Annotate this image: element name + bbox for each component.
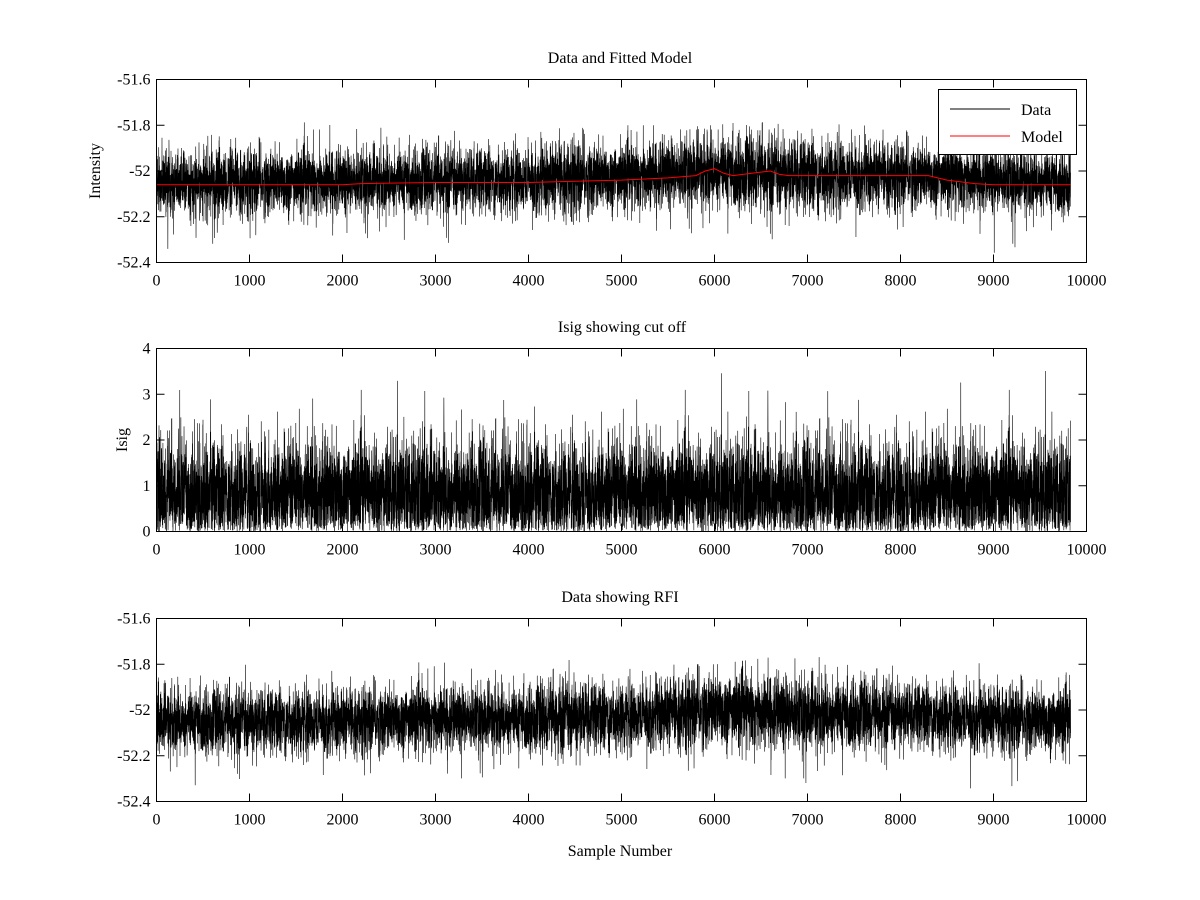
series-line: [156, 370, 1071, 532]
x-tick-label: 0: [153, 812, 161, 829]
chart-title: Isig showing cut off: [558, 319, 687, 336]
y-tick-label: -51.6: [117, 72, 150, 89]
x-tick-label: 8000: [885, 812, 917, 829]
x-tick-label: 4000: [513, 542, 545, 559]
x-tick-label: 2000: [327, 542, 359, 559]
chart-panel-data-and-model: Data and Fitted Model Intensity 0 1000 200…: [87, 50, 1107, 290]
y-tick-label: 4: [143, 341, 151, 358]
x-tick-label: 4000: [513, 273, 545, 290]
ticks: 0 1000 2000 3000 4000 5000 6000 7000 8000 9000 100…: [143, 341, 1107, 559]
x-tick-label: 9000: [978, 273, 1010, 290]
legend-label-model: Model: [1021, 129, 1063, 146]
series-line-data: [156, 118, 1071, 253]
x-tick-label: 5000: [606, 273, 638, 290]
x-tick-label: 7000: [792, 812, 824, 829]
y-tick-label: -52.2: [117, 748, 150, 765]
x-tick-label: 2000: [327, 273, 359, 290]
y-tick-label: 1: [143, 478, 151, 495]
legend-box: [938, 89, 1077, 155]
x-tick-label: 6000: [699, 273, 731, 290]
x-tick-label: 4000: [513, 812, 545, 829]
ticks: 0 1000 2000 3000 4000 5000 6000 7000 8000 9000 100…: [117, 611, 1106, 829]
ticks: 0 1000 2000 3000 4000 5000 6000 7000 8000 9000 100…: [117, 72, 1106, 290]
y-tick-label: -52: [129, 702, 150, 719]
y-tick-label: -51.8: [117, 656, 150, 673]
x-tick-label: 10000: [1067, 542, 1107, 559]
y-tick-label: 2: [143, 432, 151, 449]
y-axis-label: Isig: [114, 428, 131, 452]
x-tick-label: 6000: [699, 542, 731, 559]
x-tick-label: 0: [153, 542, 161, 559]
chart-title: Data showing RFI: [561, 589, 678, 606]
x-tick-label: 9000: [978, 812, 1010, 829]
x-tick-label: 5000: [606, 812, 638, 829]
x-tick-label: 3000: [420, 812, 452, 829]
series-line: [156, 657, 1071, 789]
x-tick-label: 10000: [1067, 273, 1107, 290]
chart-panel-rfi: Data showing RFI Sample Number 0 1000 2000…: [117, 589, 1106, 860]
x-tick-label: 7000: [792, 542, 824, 559]
y-tick-label: -52: [129, 163, 150, 180]
x-tick-label: 8000: [885, 542, 917, 559]
chart-panel-isig: Isig showing cut off Isig 0 1000 2000 3000 4…: [114, 319, 1107, 559]
plot-area: [156, 118, 1071, 253]
x-tick-label: 6000: [699, 812, 731, 829]
y-tick-label: -52.4: [117, 794, 150, 811]
x-axis-label: Sample Number: [568, 843, 673, 860]
x-tick-label: 9000: [978, 542, 1010, 559]
plot-area: [156, 657, 1071, 789]
y-axis-label: Intensity: [87, 143, 104, 199]
legend-label-data: Data: [1021, 102, 1051, 119]
x-tick-label: 7000: [792, 273, 824, 290]
y-tick-label: -52.4: [117, 255, 150, 272]
legend: Data Model: [938, 89, 1077, 155]
plot-area: [156, 370, 1071, 532]
x-tick-label: 0: [153, 273, 161, 290]
y-tick-label: 0: [143, 524, 151, 541]
series-line-model: [156, 168, 1071, 186]
x-tick-label: 1000: [234, 812, 266, 829]
x-tick-label: 8000: [885, 273, 917, 290]
x-tick-label: 3000: [420, 273, 452, 290]
x-tick-label: 3000: [420, 542, 452, 559]
y-tick-label: 3: [143, 386, 151, 403]
x-tick-label: 5000: [606, 542, 638, 559]
x-tick-label: 1000: [234, 542, 266, 559]
x-tick-label: 1000: [234, 273, 266, 290]
x-tick-label: 10000: [1067, 812, 1107, 829]
y-tick-label: -51.6: [117, 611, 150, 628]
x-tick-label: 2000: [327, 812, 359, 829]
y-tick-label: -52.2: [117, 209, 150, 226]
y-tick-label: -51.8: [117, 117, 150, 134]
chart-title: Data and Fitted Model: [548, 50, 693, 67]
